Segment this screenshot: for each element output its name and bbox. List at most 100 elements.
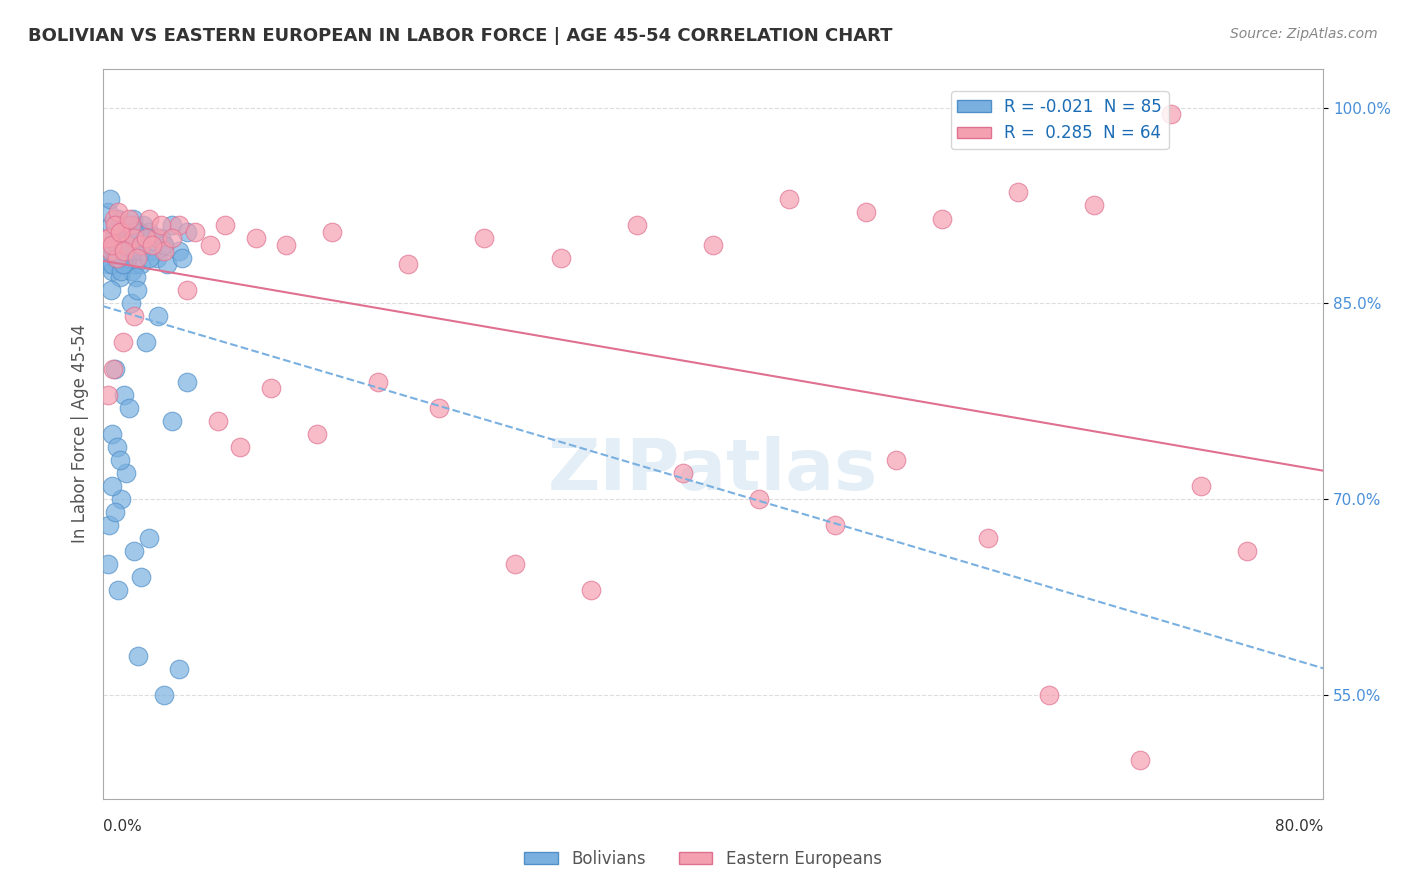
Bolivians — [117, 251, 139, 265]
Bolivians — [145, 251, 167, 265]
Bolivians — [103, 505, 125, 519]
Eastern Europeans — [1160, 107, 1182, 121]
Bolivians — [98, 237, 121, 252]
Eastern Europeans — [474, 231, 496, 245]
Bolivians — [122, 218, 145, 232]
Eastern Europeans — [1236, 544, 1258, 558]
Eastern Europeans — [1038, 688, 1060, 702]
Bolivians — [97, 257, 120, 271]
Eastern Europeans — [107, 205, 129, 219]
Bolivians — [114, 244, 136, 259]
Eastern Europeans — [977, 531, 1000, 545]
Bolivians — [160, 414, 183, 428]
Bolivians — [97, 558, 120, 572]
Bolivians — [101, 426, 124, 441]
Eastern Europeans — [135, 231, 157, 245]
Eastern Europeans — [111, 335, 134, 350]
Bolivians — [107, 237, 129, 252]
Bolivians — [115, 251, 138, 265]
Text: Source: ZipAtlas.com: Source: ZipAtlas.com — [1230, 27, 1378, 41]
Eastern Europeans — [260, 381, 283, 395]
Bolivians — [128, 225, 150, 239]
Bolivians — [156, 257, 179, 271]
Eastern Europeans — [778, 192, 800, 206]
Eastern Europeans — [824, 518, 846, 533]
Bolivians — [115, 218, 138, 232]
Eastern Europeans — [503, 558, 526, 572]
Bolivians — [103, 231, 125, 245]
Bolivians — [176, 375, 198, 389]
Bolivians — [120, 296, 142, 310]
Bolivians — [111, 257, 134, 271]
Bolivians — [138, 531, 160, 545]
Eastern Europeans — [884, 453, 907, 467]
Bolivians — [101, 244, 124, 259]
Eastern Europeans — [245, 231, 267, 245]
Bolivians — [117, 218, 139, 232]
Eastern Europeans — [550, 251, 572, 265]
Eastern Europeans — [207, 414, 229, 428]
Eastern Europeans — [101, 237, 124, 252]
Eastern Europeans — [150, 218, 173, 232]
Bolivians — [118, 231, 141, 245]
Eastern Europeans — [1083, 198, 1105, 212]
Bolivians — [169, 662, 191, 676]
Bolivians — [122, 225, 145, 239]
Text: 0.0%: 0.0% — [103, 819, 142, 833]
Bolivians — [98, 518, 121, 533]
Bolivians — [145, 231, 167, 245]
Bolivians — [127, 648, 149, 663]
Bolivians — [153, 688, 176, 702]
Bolivians — [115, 466, 138, 480]
Bolivians — [100, 479, 122, 493]
Bolivians — [118, 401, 141, 415]
Y-axis label: In Labor Force | Age 45-54: In Labor Force | Age 45-54 — [72, 325, 89, 543]
Bolivians — [103, 231, 125, 245]
Eastern Europeans — [276, 237, 298, 252]
Legend: Bolivians, Eastern Europeans: Bolivians, Eastern Europeans — [517, 844, 889, 875]
Bolivians — [129, 570, 152, 584]
Bolivians — [153, 237, 176, 252]
Eastern Europeans — [321, 225, 343, 239]
Bolivians — [121, 263, 143, 277]
Bolivians — [146, 310, 169, 324]
Eastern Europeans — [183, 225, 205, 239]
Bolivians — [107, 218, 129, 232]
Bolivians — [100, 257, 122, 271]
Eastern Europeans — [105, 251, 128, 265]
Bolivians — [111, 257, 134, 271]
Bolivians — [129, 257, 152, 271]
Eastern Europeans — [122, 310, 145, 324]
Legend: R = -0.021  N = 85, R =  0.285  N = 64: R = -0.021 N = 85, R = 0.285 N = 64 — [950, 92, 1168, 149]
Bolivians — [101, 263, 124, 277]
Eastern Europeans — [214, 218, 236, 232]
Bolivians — [114, 387, 136, 401]
Eastern Europeans — [115, 237, 138, 252]
Eastern Europeans — [229, 440, 252, 454]
Bolivians — [129, 244, 152, 259]
Eastern Europeans — [108, 225, 131, 239]
Eastern Europeans — [855, 205, 877, 219]
Eastern Europeans — [101, 361, 124, 376]
Bolivians — [125, 283, 148, 297]
Eastern Europeans — [160, 231, 183, 245]
Bolivians — [112, 231, 135, 245]
Bolivians — [176, 225, 198, 239]
Bolivians — [160, 218, 183, 232]
Eastern Europeans — [626, 218, 648, 232]
Bolivians — [100, 283, 122, 297]
Bolivians — [135, 335, 157, 350]
Text: ZIPatlas: ZIPatlas — [548, 436, 879, 505]
Eastern Europeans — [122, 231, 145, 245]
Bolivians — [141, 244, 163, 259]
Bolivians — [110, 263, 132, 277]
Bolivians — [105, 440, 128, 454]
Text: 80.0%: 80.0% — [1275, 819, 1323, 833]
Bolivians — [125, 270, 148, 285]
Eastern Europeans — [138, 211, 160, 226]
Bolivians — [107, 583, 129, 598]
Bolivians — [107, 211, 129, 226]
Eastern Europeans — [396, 257, 419, 271]
Eastern Europeans — [153, 244, 176, 259]
Bolivians — [104, 361, 127, 376]
